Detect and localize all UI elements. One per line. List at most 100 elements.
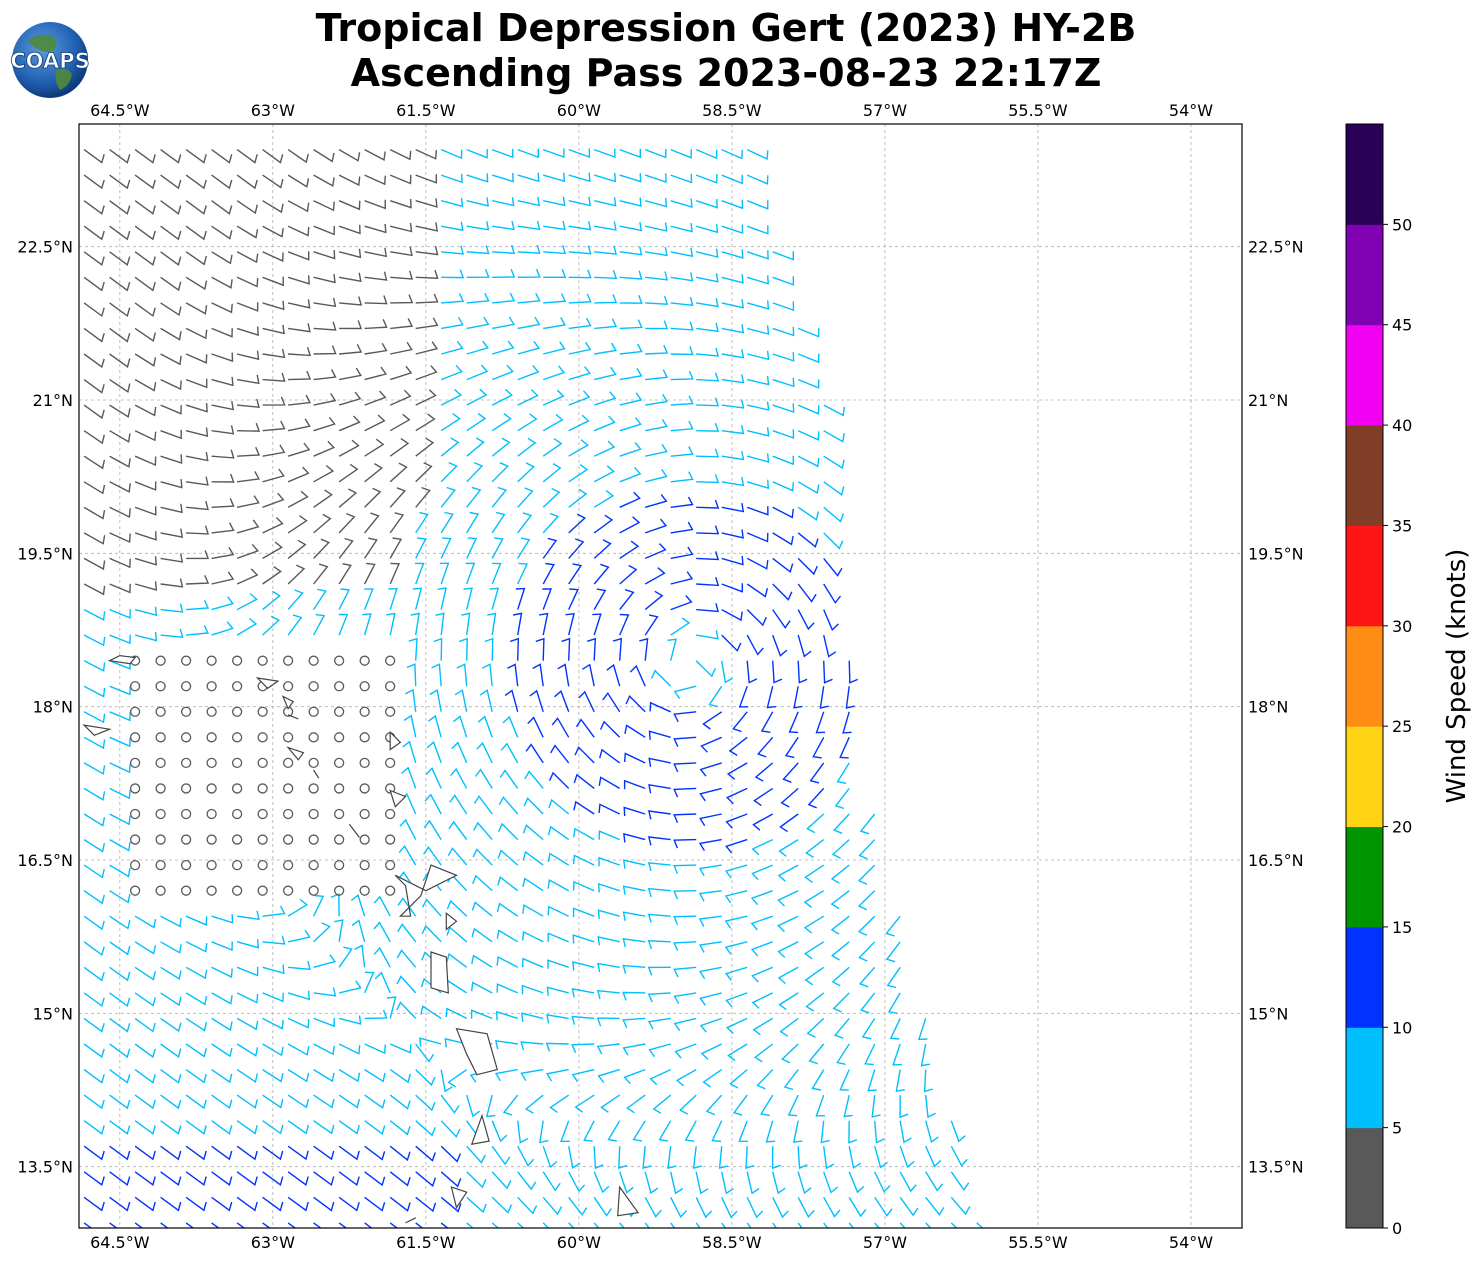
wind-barb (211, 352, 234, 363)
wind-barb (598, 830, 620, 841)
wind-barb (696, 499, 720, 509)
wind-barb (823, 1222, 829, 1228)
wind-barb (211, 966, 233, 979)
wind-barb (452, 715, 468, 738)
wind-barb (83, 1043, 105, 1059)
wind-barb (236, 326, 259, 337)
wind-barb (746, 583, 769, 598)
wind-barb (236, 1094, 258, 1109)
wind-barb (180, 655, 192, 666)
wind-barb (109, 1094, 131, 1110)
wind-barb (597, 883, 620, 893)
wind-barb (747, 350, 770, 361)
wind-barb (155, 681, 166, 692)
wind-barb (359, 885, 370, 896)
wind-barb (745, 1146, 755, 1170)
wind-barb (747, 300, 770, 310)
lat-tick-label-right: 22.5°N (1248, 238, 1304, 257)
wind-barb (568, 172, 591, 183)
wind-barb (287, 225, 310, 237)
wind-barb (262, 492, 285, 508)
wind-barb (160, 276, 182, 292)
wind-barb (543, 341, 566, 355)
wind-barb (109, 992, 131, 1008)
wind-barb (517, 1145, 535, 1167)
colorbar-tick-label: 0 (1392, 1219, 1402, 1238)
wind-barb (721, 502, 745, 513)
wind-barb (772, 609, 791, 629)
wind-barb (385, 834, 396, 845)
wind-barb (772, 276, 795, 286)
wind-barb (887, 992, 901, 1014)
wind-barb (445, 979, 468, 994)
wind-barb (160, 628, 184, 638)
wind-barb (466, 1145, 486, 1164)
wind-barb (571, 988, 595, 998)
wind-barb (848, 660, 859, 684)
wind-barb (185, 378, 208, 389)
wind-barb (721, 274, 744, 284)
wind-barb (313, 1145, 335, 1161)
wind-barb (211, 302, 233, 314)
wind-barb (899, 1171, 917, 1193)
wind-barb (777, 890, 799, 907)
wind-barb (721, 249, 744, 259)
wind-barb (797, 634, 812, 658)
wind-barb (797, 327, 820, 338)
wind-barb (440, 364, 463, 381)
wind-barb (517, 462, 535, 483)
wind-barb (389, 1043, 412, 1054)
wind-barb (520, 1041, 544, 1051)
wind-barb (599, 748, 621, 764)
wind-barb (670, 1171, 684, 1195)
wind-barb (185, 225, 207, 241)
wind-barb (496, 956, 519, 968)
wind-barb (262, 517, 284, 534)
wind-barb (211, 914, 234, 924)
wind-barb (109, 455, 131, 468)
wind-barb (612, 637, 623, 661)
wind-barb (698, 864, 722, 877)
wind-barb (647, 862, 671, 872)
wind-barb (160, 578, 184, 588)
wind-barb (578, 690, 595, 713)
wind-barb (815, 711, 826, 734)
wind-barb (702, 711, 723, 730)
wind-barb (287, 174, 310, 188)
gridlines (79, 124, 1242, 1228)
wind-barb (602, 692, 621, 713)
wind-barb (236, 225, 259, 239)
wind-barb (797, 557, 818, 576)
wind-barb (778, 839, 799, 857)
wind-barb (134, 531, 157, 541)
wind-barb (857, 864, 876, 885)
wind-barb (415, 1222, 435, 1228)
wind-barb (313, 273, 336, 284)
wind-barb (485, 1094, 496, 1118)
wind-barb (542, 537, 558, 559)
wind-barb (797, 481, 820, 495)
wind-barb (423, 819, 442, 840)
wind-barb (593, 148, 616, 158)
wind-barb (160, 174, 182, 190)
wind-barb (134, 378, 157, 392)
wind-barb (899, 1120, 912, 1144)
wind-barb (374, 971, 391, 994)
lon-tick-label-top: 61.5°W (396, 101, 456, 120)
wind-barb (594, 245, 618, 255)
wind-barb (673, 736, 697, 747)
wind-barb (554, 690, 570, 713)
wind-barb (83, 1017, 105, 1033)
wind-barb (466, 388, 488, 406)
wind-barb (780, 787, 799, 808)
wind-barb (385, 655, 396, 666)
wind-barb (623, 1068, 646, 1085)
wind-barb (236, 350, 260, 361)
wind-barb (472, 874, 493, 892)
colorbar-swatch (1346, 926, 1383, 1028)
wind-barb (160, 1171, 182, 1186)
wind-barb (415, 1120, 436, 1137)
wind-barb (696, 223, 719, 234)
wind-barb (364, 390, 387, 406)
wind-barb (211, 251, 233, 265)
